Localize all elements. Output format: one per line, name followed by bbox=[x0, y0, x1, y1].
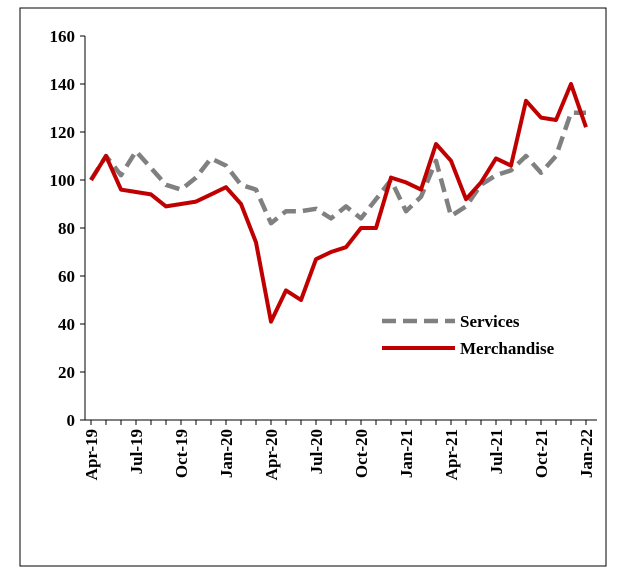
x-tick-label: Oct-19 bbox=[172, 429, 191, 478]
y-tick-label: 60 bbox=[58, 267, 75, 286]
x-tick-label: Jul-20 bbox=[307, 429, 326, 474]
y-tick-label: 20 bbox=[58, 363, 75, 382]
legend-label: Merchandise bbox=[460, 339, 555, 358]
y-tick-label: 80 bbox=[58, 219, 75, 238]
series-line bbox=[89, 82, 588, 324]
x-tick-label: Apr-20 bbox=[262, 429, 281, 480]
y-tick-label: 140 bbox=[50, 75, 76, 94]
y-tick-label: 100 bbox=[50, 171, 76, 190]
x-tick-label: Oct-21 bbox=[532, 429, 551, 478]
x-tick-label: Jul-21 bbox=[487, 429, 506, 474]
series-line bbox=[89, 110, 586, 226]
x-tick-label: Apr-19 bbox=[82, 429, 101, 480]
y-tick-label: 160 bbox=[50, 27, 76, 46]
x-tick-label: Jan-20 bbox=[217, 429, 236, 478]
y-tick-label: 40 bbox=[58, 315, 75, 334]
y-tick-label: 0 bbox=[67, 411, 76, 430]
x-tick-label: Jan-21 bbox=[397, 429, 416, 478]
legend-label: Services bbox=[460, 312, 520, 331]
y-tick-label: 120 bbox=[50, 123, 76, 142]
x-tick-label: Jul-19 bbox=[127, 429, 146, 474]
frame bbox=[19, 7, 607, 567]
x-tick-label: Apr-21 bbox=[442, 429, 461, 480]
x-tick-label: Jan-22 bbox=[577, 429, 596, 478]
x-tick-label: Oct-20 bbox=[352, 429, 371, 478]
